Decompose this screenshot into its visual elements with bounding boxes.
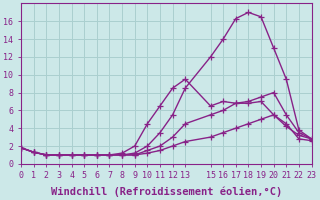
X-axis label: Windchill (Refroidissement éolien,°C): Windchill (Refroidissement éolien,°C) (51, 186, 282, 197)
